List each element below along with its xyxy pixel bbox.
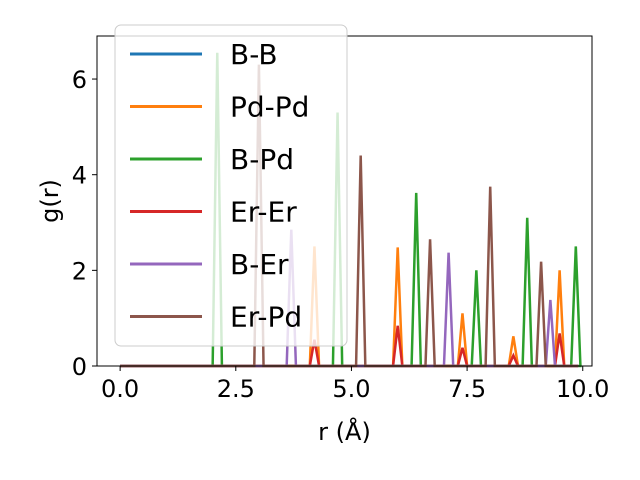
ticks-layer: 0.0 2.5 5.0 7.5 10.0 0 2 4 6 <box>72 66 610 403</box>
y-tick-label: 4 <box>72 162 87 190</box>
legend-label-er-pd: Er-Pd <box>230 301 302 334</box>
legend-box <box>114 24 348 347</box>
y-axis-label: g(r) <box>36 179 64 223</box>
legend-label-b-pd: B-Pd <box>230 143 294 176</box>
x-tick-label: 2.5 <box>217 375 255 403</box>
x-tick-label: 10.0 <box>556 375 609 403</box>
legend-label-pd-pd: Pd-Pd <box>230 91 309 124</box>
legend-label-b-er: B-Er <box>230 248 289 281</box>
y-tick-label: 6 <box>72 66 87 94</box>
y-tick-label: 0 <box>72 353 87 381</box>
legend: B-B Pd-Pd B-Pd Er-Er B-Er Er-Pd <box>114 24 348 347</box>
x-tick-label: 5.0 <box>332 375 370 403</box>
legend-label-er-er: Er-Er <box>230 196 297 229</box>
y-tick-label: 2 <box>72 257 87 285</box>
x-axis-label: r (Å) <box>318 417 371 446</box>
legend-label-b-b: B-B <box>230 38 278 71</box>
x-tick-label: 7.5 <box>448 375 486 403</box>
x-tick-label: 0.0 <box>101 375 139 403</box>
